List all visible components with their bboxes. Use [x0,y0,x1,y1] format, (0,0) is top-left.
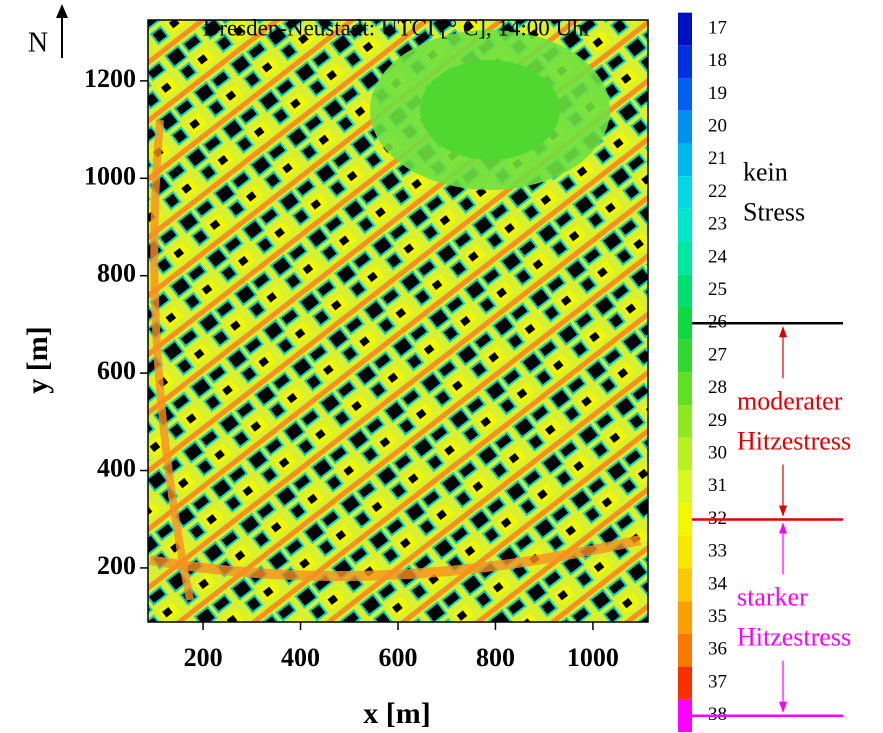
map [148,20,648,622]
zone-arrow-head [779,326,787,337]
colorbar-label: 25 [708,279,727,300]
colorbar-cell [678,176,692,209]
colorbar-label: 24 [708,246,728,267]
y-axis-label: y [m] [21,326,54,393]
north-arrow-head [56,4,68,18]
colorbar-cell [678,438,692,471]
colorbar-cell [678,536,692,569]
colorbar-label: 27 [708,344,727,365]
x-tick-label: 400 [281,643,320,672]
zone-label: Stress [743,197,805,226]
colorbar-cell [678,274,692,307]
zone-arrow-head [779,523,787,534]
colorbar-cell [678,699,692,732]
colorbar-label: 19 [708,83,727,104]
colorbar-cell [678,601,692,634]
x-tick-label: 800 [476,643,515,672]
y-tick-label: 600 [97,356,136,385]
colorbar-cell [678,667,692,700]
colorbar-label: 28 [708,377,727,398]
colorbar-cell [678,372,692,405]
colorbar-label: 17 [708,17,727,38]
x-tick-label: 200 [184,643,223,672]
zone-arrow-head [779,702,787,713]
colorbar-label: 22 [708,181,727,202]
y-tick-label: 1200 [84,64,136,93]
zone-arrow-head [779,506,787,517]
colorbar-label: 31 [708,475,727,496]
colorbar-cell [678,13,692,46]
colorbar-cell [678,634,692,667]
colorbar-label: 35 [708,606,727,627]
colorbar-cell [678,470,692,503]
y-tick-label: 1000 [84,161,136,190]
colorbar-cell [678,45,692,78]
colorbar-cell [678,503,692,536]
colorbar-cell [678,405,692,438]
colorbar-cell [678,242,692,275]
colorbar-cell [678,569,692,602]
zone-label: starker [737,583,808,612]
chart-title: Dresden-Neustadt: UTCI [° C], 14:00 Uhr [203,15,592,40]
y-tick-label: 800 [97,259,136,288]
zone-label: Hitzestress [737,623,851,652]
x-axis-label: x [m] [363,697,430,730]
colorbar-label: 18 [708,50,727,71]
colorbar-cell [678,143,692,176]
zone-label: moderater [737,386,843,415]
y-tick-label: 200 [97,551,136,580]
north-label: N [28,27,48,58]
zone-label: Hitzestress [737,426,851,455]
colorbar-label: 33 [708,541,727,562]
colorbar-label: 34 [708,573,728,594]
x-tick-label: 1000 [567,643,619,672]
zone-label: kein [743,157,788,186]
x-tick-label: 600 [379,643,418,672]
colorbar-cell [678,340,692,373]
y-tick-label: 400 [97,453,136,482]
colorbar-label: 36 [708,639,727,660]
colorbar-cell [678,307,692,340]
colorbar-label: 29 [708,410,727,431]
chart: Dresden-Neustadt: UTCI [° C], 14:00 Uhr … [0,0,883,733]
colorbar-cell [678,111,692,144]
colorbar-label: 37 [708,671,727,692]
colorbar-label: 20 [708,115,727,136]
colorbar-label: 23 [708,214,727,235]
colorbar-label: 21 [708,148,727,169]
colorbar-cell [678,209,692,242]
colorbar-label: 30 [708,442,727,463]
colorbar-cell [678,78,692,111]
